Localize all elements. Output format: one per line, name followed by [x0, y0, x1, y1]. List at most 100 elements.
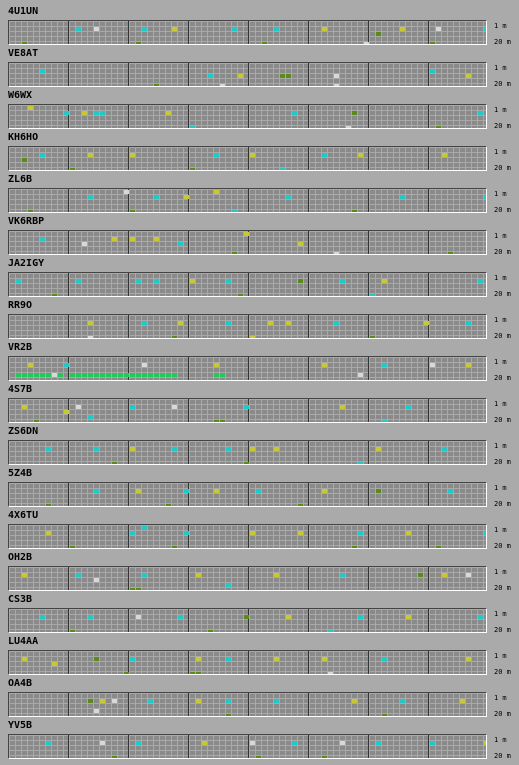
signal-cell — [214, 373, 219, 377]
signal-cell — [400, 195, 405, 199]
signal-cell — [130, 657, 135, 661]
signal-cell — [484, 741, 486, 745]
beacon-callsign: 5Z4B — [8, 468, 33, 479]
grid-separator — [308, 651, 309, 674]
signal-cell — [130, 210, 135, 212]
signal-cell — [88, 699, 93, 703]
band-label-bottom: 20 m — [494, 626, 511, 634]
grid-separator — [128, 441, 129, 464]
signal-cell — [94, 27, 99, 31]
signal-cell — [286, 615, 291, 619]
grid-separator — [188, 399, 189, 422]
grid-separator — [248, 483, 249, 506]
signal-cell — [76, 405, 81, 409]
band-label-bottom: 20 m — [494, 164, 511, 172]
signal-cell — [184, 531, 189, 535]
band-label-top: 1 m — [494, 694, 507, 702]
band-label-bottom: 20 m — [494, 374, 511, 382]
signal-cell — [112, 237, 117, 241]
grid-separator — [368, 357, 369, 380]
signal-cell — [172, 336, 177, 338]
grid-separator — [428, 483, 429, 506]
beacon-signal-grid — [8, 566, 487, 591]
signal-cell — [22, 373, 27, 377]
band-label-top: 1 m — [494, 652, 507, 660]
grid-separator — [428, 357, 429, 380]
signal-cell — [226, 657, 231, 661]
signal-cell — [22, 657, 27, 661]
grid-separator — [248, 147, 249, 170]
signal-cell — [82, 111, 87, 115]
grid-separator — [68, 357, 69, 380]
signal-cell — [358, 153, 363, 157]
beacon-signal-grid — [8, 482, 487, 507]
signal-cell — [352, 210, 357, 212]
grid-separator — [308, 357, 309, 380]
signal-cell — [22, 573, 27, 577]
beacon-callsign: 4S7B — [8, 384, 33, 395]
beacon-row: CS3B 1 m 20 m — [0, 594, 519, 636]
signal-cell — [226, 447, 231, 451]
signal-cell — [358, 462, 363, 464]
beacon-callsign: VE8AT — [8, 48, 39, 59]
signal-cell — [64, 363, 69, 367]
signal-cell — [448, 489, 453, 493]
signal-cell — [130, 588, 135, 590]
grid-separator — [368, 189, 369, 212]
beacon-signal-grid — [8, 62, 487, 87]
signal-cell — [466, 321, 471, 325]
signal-cell — [382, 363, 387, 367]
signal-cell — [214, 190, 219, 194]
signal-cell — [382, 420, 387, 422]
grid-separator — [188, 651, 189, 674]
grid-separator — [188, 525, 189, 548]
grid-separator — [188, 105, 189, 128]
signal-cell — [280, 168, 285, 170]
grid-separator — [308, 693, 309, 716]
grid-separator — [128, 399, 129, 422]
signal-cell — [82, 242, 87, 246]
grid-separator — [368, 273, 369, 296]
beacon-row: ZS6DN 1 m 20 m — [0, 426, 519, 468]
signal-cell — [334, 252, 339, 254]
beacon-callsign: VK6RBP — [8, 216, 45, 227]
signal-cell — [364, 42, 369, 44]
signal-cell — [250, 741, 255, 745]
signal-cell — [448, 252, 453, 254]
band-label-top: 1 m — [494, 568, 507, 576]
beacon-callsign: 4X6TU — [8, 510, 39, 521]
grid-separator — [68, 525, 69, 548]
beacon-callsign: ZS6DN — [8, 426, 39, 437]
signal-cell — [34, 373, 39, 377]
grid-separator — [368, 21, 369, 44]
grid-separator — [428, 525, 429, 548]
signal-cell — [196, 573, 201, 577]
signal-cell — [106, 373, 111, 377]
band-label-bottom: 20 m — [494, 584, 511, 592]
grid-separator — [368, 483, 369, 506]
signal-cell — [124, 672, 129, 674]
signal-cell — [328, 630, 333, 632]
grid-separator — [188, 21, 189, 44]
grid-separator — [248, 609, 249, 632]
signal-cell — [250, 447, 255, 451]
signal-cell — [76, 573, 81, 577]
signal-cell — [22, 42, 27, 44]
signal-cell — [406, 405, 411, 409]
signal-cell — [214, 489, 219, 493]
grid-separator — [68, 189, 69, 212]
beacon-row: 4X6TU 1 m 20 m — [0, 510, 519, 552]
grid-separator — [128, 231, 129, 254]
beacon-signal-grid — [8, 230, 487, 255]
grid-separator — [68, 483, 69, 506]
signal-cell — [226, 583, 231, 587]
grid-separator — [128, 525, 129, 548]
signal-cell — [286, 74, 291, 78]
grid-separator — [428, 609, 429, 632]
signal-cell — [274, 699, 279, 703]
band-label-top: 1 m — [494, 64, 507, 72]
grid-separator — [128, 693, 129, 716]
grid-separator — [428, 63, 429, 86]
signal-cell — [94, 657, 99, 661]
signal-cell — [214, 363, 219, 367]
